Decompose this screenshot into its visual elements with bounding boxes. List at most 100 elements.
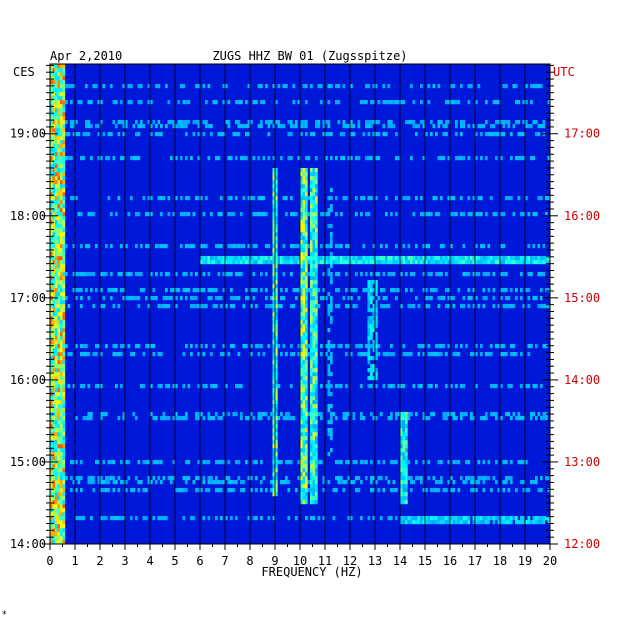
spectrogram-cell: [305, 376, 308, 381]
spectrogram-cell: [430, 412, 433, 417]
spectrogram-cell: [212, 344, 216, 349]
spectrogram-cell: [310, 292, 313, 297]
spectrogram-cell: [315, 196, 318, 201]
spectrogram-cell: [322, 476, 326, 481]
spectrogram-cell: [172, 124, 176, 129]
spectrogram-cell: [142, 196, 146, 201]
spectrogram-cell: [82, 416, 86, 421]
spectrogram-cell: [300, 368, 303, 373]
spectrogram-cell: [495, 412, 498, 417]
spectrogram-cell: [500, 416, 503, 421]
spectrogram-cell: [410, 84, 413, 89]
spectrogram-cell: [62, 80, 66, 85]
spectrogram-cell: [55, 216, 58, 221]
spectrogram-cell: [410, 288, 413, 293]
spectrogram-cell: [527, 260, 531, 265]
spectrogram-cell: [52, 96, 56, 101]
spectrogram-cell: [522, 212, 526, 217]
spectrogram-cell: [365, 212, 368, 217]
spectrogram-cell: [317, 120, 321, 125]
spectrogram-cell: [367, 308, 371, 313]
spectrogram-cell: [300, 484, 303, 489]
spectrogram-cell: [335, 100, 338, 105]
spectrogram-cell: [92, 84, 96, 89]
spectrogram-cell: [290, 344, 293, 349]
spectrogram-cell: [337, 288, 341, 293]
spectrogram-cell: [50, 276, 53, 281]
spectrogram-cell: [130, 84, 133, 89]
spectrogram-cell: [202, 416, 206, 421]
spectrogram-cell: [537, 412, 541, 417]
spectrogram-cell: [72, 272, 76, 277]
spectrogram-cell: [57, 308, 61, 313]
spectrogram-cell: [372, 132, 376, 137]
spectrogram-cell: [315, 436, 318, 441]
spectrogram-cell: [255, 260, 258, 265]
spectrogram-cell: [315, 120, 318, 125]
spectrogram-cell: [390, 124, 393, 129]
spectrogram-cell: [207, 480, 211, 485]
spectrogram-cell: [372, 84, 376, 89]
spectrogram-cell: [540, 296, 543, 301]
spectrogram-cell: [55, 496, 58, 501]
spectrogram-cell: [57, 512, 61, 517]
spectrogram-cell: [337, 120, 341, 125]
spectrogram-cell: [310, 200, 313, 205]
spectrogram-cell: [302, 364, 306, 369]
spectrogram-cell: [187, 476, 191, 481]
spectrogram-cell: [290, 352, 293, 357]
spectrogram-cell: [350, 516, 353, 521]
spectrogram-cell: [60, 172, 63, 177]
spectrogram-cell: [302, 424, 306, 429]
spectrogram-cell: [230, 260, 233, 265]
x-tick-label: 20: [543, 554, 557, 568]
spectrogram-cell: [60, 452, 63, 457]
spectrogram-cell: [302, 316, 306, 321]
spectrogram-cell: [312, 340, 316, 345]
spectrogram-cell: [437, 516, 441, 521]
spectrogram-cell: [412, 384, 416, 389]
spectrogram-cell: [367, 332, 371, 337]
spectrogram-cell: [345, 344, 348, 349]
x-tick-label: 9: [271, 554, 278, 568]
spectrogram-cell: [495, 212, 498, 217]
spectrogram-cell: [310, 460, 313, 465]
spectrogram-cell: [315, 384, 318, 389]
spectrogram-cell: [315, 392, 318, 397]
spectrogram-cell: [370, 284, 373, 289]
spectrogram-cell: [387, 260, 391, 265]
spectrogram-cell: [272, 304, 276, 309]
spectrogram-cell: [252, 156, 256, 161]
spectrogram-cell: [520, 520, 523, 525]
spectrogram-cell: [190, 304, 193, 309]
spectrogram-cell: [62, 284, 66, 289]
spectrogram-cell: [52, 208, 56, 213]
spectrogram-cell: [52, 172, 56, 177]
spectrogram-cell: [125, 120, 128, 125]
spectrogram-cell: [372, 308, 376, 313]
spectrogram-cell: [470, 416, 473, 421]
spectrogram-cell: [272, 196, 276, 201]
spectrogram-cell: [180, 416, 183, 421]
spectrogram-cell: [392, 488, 396, 493]
spectrogram-cell: [57, 352, 61, 357]
spectrogram-cell: [300, 288, 303, 293]
spectrogram-cell: [532, 520, 536, 525]
spectrogram-cell: [292, 212, 296, 217]
date-label: Apr 2,2010: [50, 49, 122, 63]
spectrogram-cell: [455, 156, 458, 161]
spectrogram-cell: [512, 84, 516, 89]
spectrogram-cell: [312, 480, 316, 485]
spectrogram-cell: [175, 156, 178, 161]
spectrogram-cell: [62, 112, 66, 117]
spectrogram-cell: [240, 244, 243, 249]
spectrogram-cell: [500, 516, 503, 521]
spectrogram-cell: [275, 192, 278, 197]
spectrogram-cell: [315, 372, 318, 377]
spectrogram-cell: [57, 84, 61, 89]
spectrogram-cell: [312, 172, 316, 177]
spectrogram-cell: [222, 132, 226, 137]
spectrogram-cell: [62, 332, 66, 337]
spectrogram-cell: [60, 460, 63, 465]
spectrogram-cell: [327, 328, 331, 333]
